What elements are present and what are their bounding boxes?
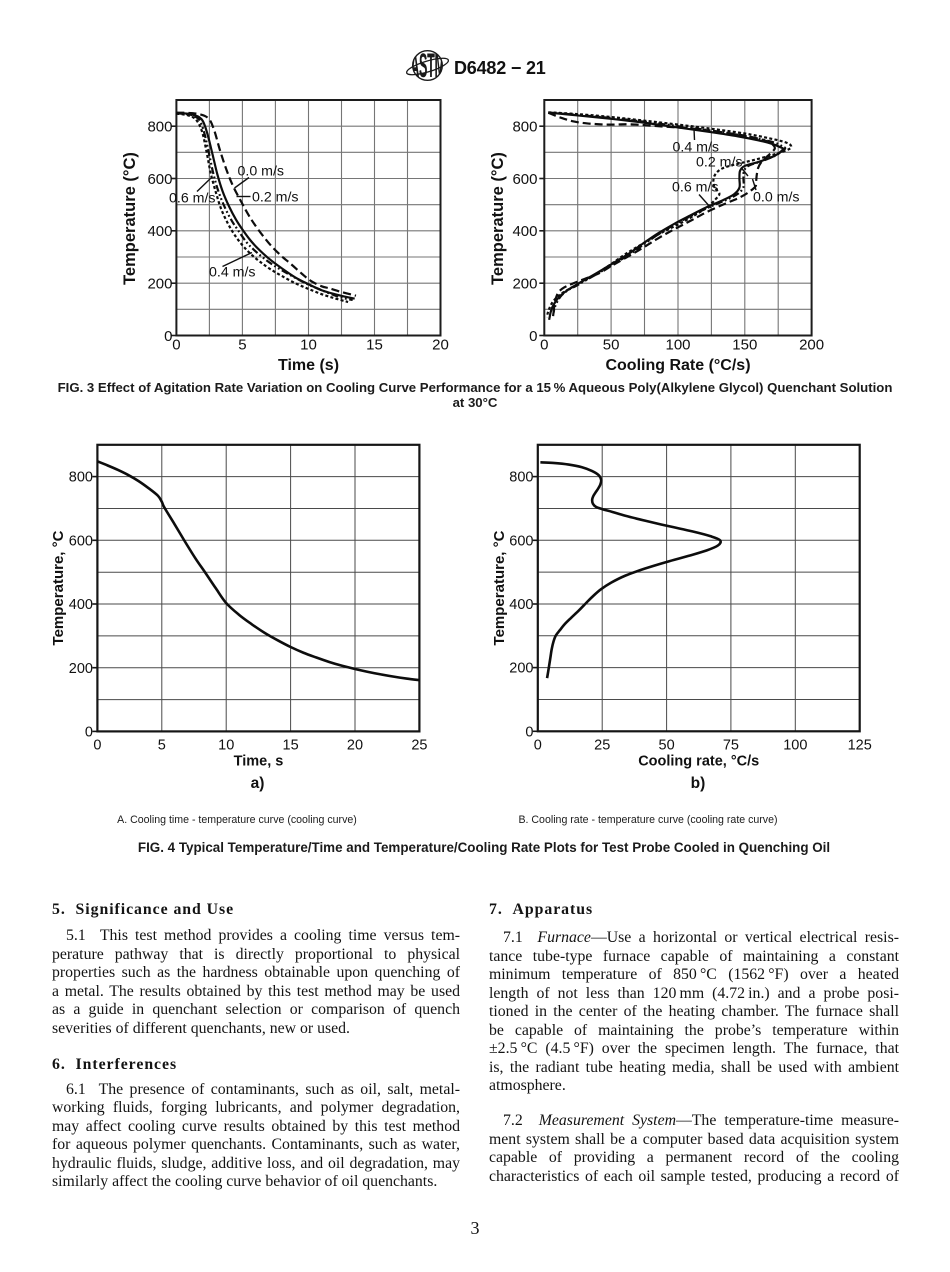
svg-text:5: 5 [238, 337, 246, 354]
svg-text:a): a) [251, 775, 265, 792]
svg-text:400: 400 [509, 597, 533, 613]
svg-text:Time (s): Time (s) [278, 357, 339, 374]
svg-text:400: 400 [147, 223, 172, 240]
svg-text:50: 50 [659, 738, 675, 754]
svg-text:10: 10 [218, 738, 234, 754]
svg-text:400: 400 [69, 597, 93, 613]
svg-text:0: 0 [172, 337, 180, 354]
svg-text:600: 600 [69, 533, 93, 549]
svg-text:Temperature (°C): Temperature (°C) [489, 152, 507, 285]
svg-text:20: 20 [432, 337, 449, 354]
svg-text:15: 15 [366, 337, 383, 354]
svg-text:Cooling rate, °C/s: Cooling rate, °C/s [638, 754, 759, 770]
svg-text:15: 15 [283, 738, 299, 754]
svg-text:200: 200 [799, 337, 824, 354]
svg-text:200: 200 [147, 275, 172, 292]
svg-text:ASTM: ASTM [410, 48, 444, 85]
svg-text:800: 800 [147, 118, 172, 135]
svg-text:Temperature (°C): Temperature (°C) [121, 152, 139, 285]
svg-text:100: 100 [665, 337, 690, 354]
svg-text:125: 125 [848, 738, 872, 754]
svg-text:800: 800 [509, 470, 533, 486]
svg-text:Cooling Rate (°C/s): Cooling Rate (°C/s) [605, 357, 750, 374]
svg-text:0: 0 [164, 328, 172, 345]
svg-text:Temperature, °C: Temperature, °C [491, 530, 508, 645]
svg-text:0: 0 [525, 724, 533, 740]
svg-text:0: 0 [85, 725, 93, 741]
svg-text:5: 5 [158, 738, 166, 754]
svg-text:75: 75 [723, 738, 739, 754]
svg-text:Time, s: Time, s [234, 754, 284, 770]
svg-text:400: 400 [512, 223, 537, 240]
svg-text:0.2 m/s: 0.2 m/s [252, 190, 299, 206]
svg-text:0.0 m/s: 0.0 m/s [238, 164, 285, 180]
svg-text:800: 800 [69, 470, 93, 486]
svg-text:D6482 − 21: D6482 − 21 [454, 58, 546, 78]
svg-text:600: 600 [512, 171, 537, 188]
svg-text:0.4 m/s: 0.4 m/s [673, 140, 720, 156]
svg-text:0.6 m/s: 0.6 m/s [672, 180, 719, 196]
svg-text:200: 200 [512, 275, 537, 292]
svg-text:20: 20 [347, 738, 363, 754]
svg-text:0: 0 [534, 738, 542, 754]
svg-text:0.4 m/s: 0.4 m/s [209, 265, 256, 281]
svg-text:150: 150 [732, 337, 757, 354]
svg-text:10: 10 [300, 337, 317, 354]
svg-text:200: 200 [69, 661, 93, 677]
svg-text:0: 0 [540, 337, 548, 354]
svg-text:600: 600 [147, 171, 172, 188]
svg-text:50: 50 [603, 337, 620, 354]
svg-text:0.0 m/s: 0.0 m/s [753, 190, 800, 206]
svg-text:0: 0 [93, 738, 101, 754]
svg-text:0.2 m/s: 0.2 m/s [696, 155, 743, 171]
svg-text:0: 0 [529, 328, 537, 345]
svg-text:100: 100 [783, 738, 807, 754]
svg-text:b): b) [691, 775, 706, 792]
svg-text:25: 25 [594, 738, 610, 754]
svg-text:200: 200 [509, 661, 533, 677]
svg-text:25: 25 [411, 738, 427, 754]
svg-text:Temperature, °C: Temperature, °C [50, 530, 67, 645]
svg-text:600: 600 [509, 533, 533, 549]
svg-text:0.6 m/s: 0.6 m/s [169, 191, 216, 207]
svg-text:800: 800 [512, 118, 537, 135]
